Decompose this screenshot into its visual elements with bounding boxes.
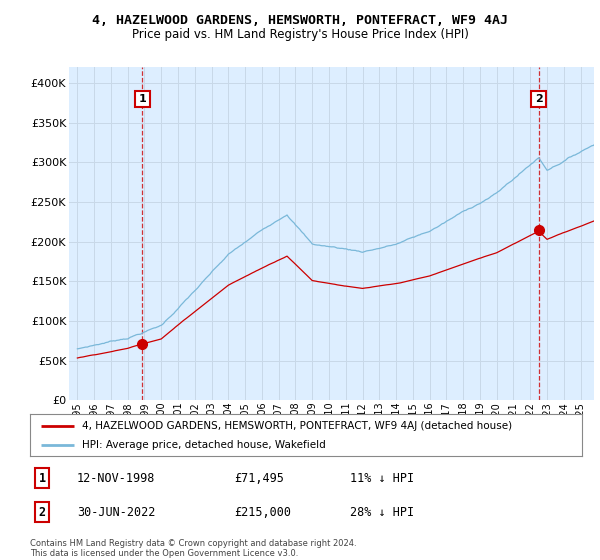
Text: 12-NOV-1998: 12-NOV-1998 (77, 472, 155, 484)
Text: Contains HM Land Registry data © Crown copyright and database right 2024.: Contains HM Land Registry data © Crown c… (30, 539, 356, 548)
Text: £215,000: £215,000 (234, 506, 291, 519)
Text: 11% ↓ HPI: 11% ↓ HPI (350, 472, 414, 484)
Text: 2: 2 (38, 506, 46, 519)
Text: 2: 2 (535, 94, 542, 104)
Text: This data is licensed under the Open Government Licence v3.0.: This data is licensed under the Open Gov… (30, 549, 298, 558)
Text: 4, HAZELWOOD GARDENS, HEMSWORTH, PONTEFRACT, WF9 4AJ: 4, HAZELWOOD GARDENS, HEMSWORTH, PONTEFR… (92, 14, 508, 27)
Text: 28% ↓ HPI: 28% ↓ HPI (350, 506, 414, 519)
Text: 1: 1 (139, 94, 146, 104)
Text: Price paid vs. HM Land Registry's House Price Index (HPI): Price paid vs. HM Land Registry's House … (131, 28, 469, 41)
Text: 30-JUN-2022: 30-JUN-2022 (77, 506, 155, 519)
Text: 4, HAZELWOOD GARDENS, HEMSWORTH, PONTEFRACT, WF9 4AJ (detached house): 4, HAZELWOOD GARDENS, HEMSWORTH, PONTEFR… (82, 421, 512, 431)
Text: HPI: Average price, detached house, Wakefield: HPI: Average price, detached house, Wake… (82, 440, 326, 450)
Text: £71,495: £71,495 (234, 472, 284, 484)
Text: 1: 1 (38, 472, 46, 484)
